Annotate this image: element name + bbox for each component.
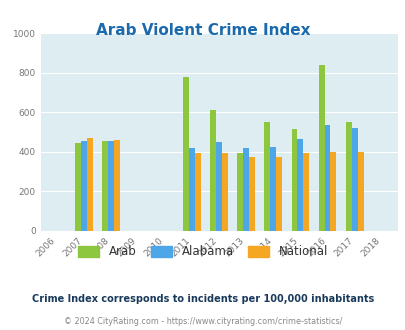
Bar: [216, 142, 222, 231]
Bar: [87, 138, 93, 231]
Bar: [318, 65, 324, 231]
Bar: [264, 122, 270, 231]
Bar: [249, 157, 255, 231]
Bar: [270, 147, 276, 231]
Bar: [189, 148, 195, 231]
Legend: Arab, Alabama, National: Arab, Alabama, National: [73, 241, 332, 263]
Bar: [183, 77, 189, 231]
Bar: [297, 139, 303, 231]
Bar: [345, 122, 351, 231]
Bar: [75, 143, 81, 231]
Text: © 2024 CityRating.com - https://www.cityrating.com/crime-statistics/: © 2024 CityRating.com - https://www.city…: [64, 317, 341, 326]
Bar: [357, 152, 362, 231]
Bar: [276, 157, 281, 231]
Bar: [222, 153, 228, 231]
Bar: [81, 141, 87, 231]
Bar: [303, 153, 309, 231]
Bar: [114, 140, 119, 231]
Bar: [351, 128, 357, 231]
Bar: [324, 125, 330, 231]
Bar: [330, 152, 336, 231]
Bar: [243, 148, 249, 231]
Text: Arab Violent Crime Index: Arab Violent Crime Index: [96, 23, 309, 38]
Bar: [108, 141, 114, 231]
Bar: [291, 129, 297, 231]
Bar: [210, 110, 216, 231]
Text: Crime Index corresponds to incidents per 100,000 inhabitants: Crime Index corresponds to incidents per…: [32, 294, 373, 304]
Bar: [102, 141, 108, 231]
Bar: [237, 153, 243, 231]
Bar: [195, 153, 200, 231]
